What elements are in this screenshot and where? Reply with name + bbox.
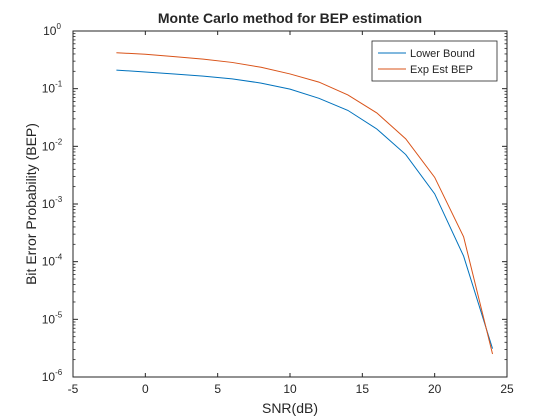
y-tick-label: 10-2 [42, 137, 63, 153]
x-tick-label: 0 [142, 382, 149, 396]
y-tick-label: 10-6 [42, 368, 63, 384]
y-tick-label: 10-1 [42, 80, 63, 96]
x-tick-label: 5 [214, 382, 221, 396]
x-tick-label: 25 [500, 382, 514, 396]
chart-title: Monte Carlo method for BEP estimation [158, 10, 422, 26]
y-tick-label: 100 [43, 22, 61, 38]
y-axis-label: Bit Error Probability (BEP) [23, 123, 39, 285]
y-tick-label: 10-5 [42, 310, 63, 326]
legend: Lower Bound Exp Est BEP [372, 41, 497, 81]
legend-label: Lower Bound [410, 48, 475, 60]
x-tick-label: 20 [428, 382, 442, 396]
y-tick-label: 10-4 [42, 253, 63, 269]
y-tick-label: 10-3 [42, 195, 63, 211]
x-tick-label: 10 [283, 382, 297, 396]
x-axis-label: SNR(dB) [262, 400, 318, 416]
x-tick-label: -5 [68, 382, 79, 396]
legend-label: Exp Est BEP [410, 64, 473, 76]
plot-background [73, 31, 507, 377]
x-tick-label: 15 [356, 382, 370, 396]
